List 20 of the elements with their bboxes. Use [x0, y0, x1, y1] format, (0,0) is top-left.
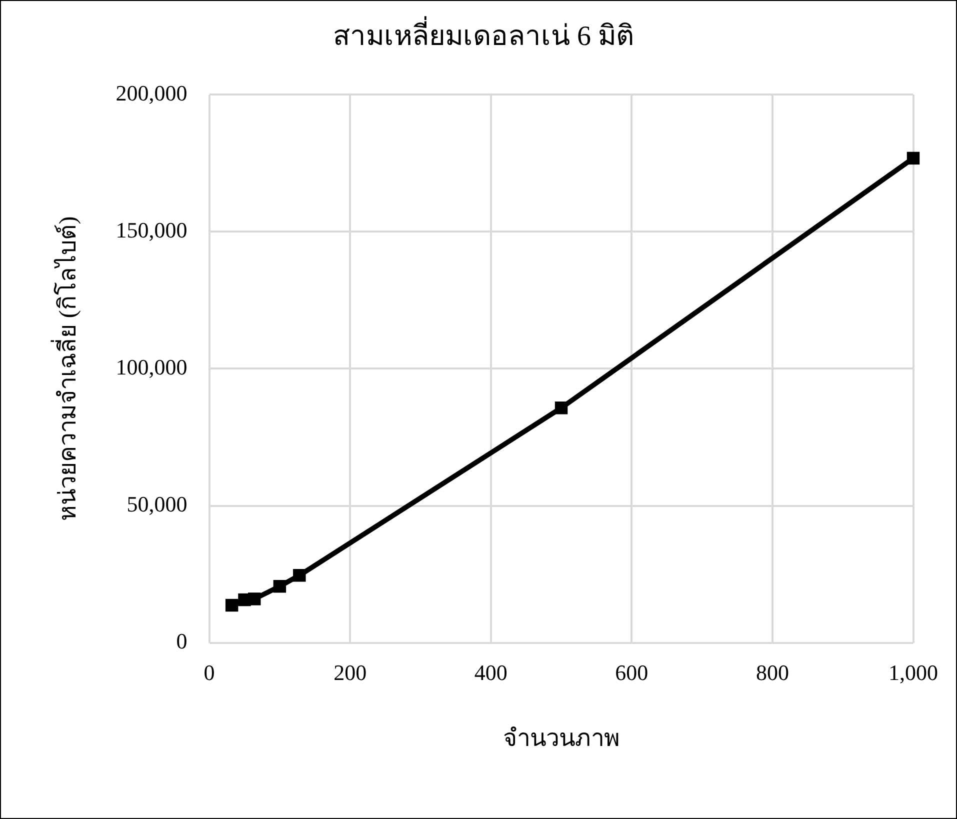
point: [225, 598, 238, 612]
x-axis-title: จำนวนภาพ: [502, 726, 620, 752]
point: [293, 569, 306, 582]
point: [273, 580, 286, 593]
point: [554, 402, 568, 414]
x-tick-label: 800: [756, 660, 789, 685]
y-tick-label: 50,000: [126, 492, 188, 517]
y-tick-label: 100,000: [116, 354, 188, 380]
y-tick-label: 200,000: [116, 80, 188, 106]
x-tick-label: 1,000: [888, 660, 938, 685]
x-tick-label: 400: [474, 660, 508, 685]
point: [248, 592, 261, 606]
x-tick-label: 200: [334, 660, 367, 685]
y-tick-label: 150,000: [116, 217, 188, 242]
point: [906, 152, 920, 165]
x-tick-label: 600: [615, 660, 648, 685]
chart-title: สามเหลี่ยมเดอลาเน่ 6 มิติ: [333, 16, 634, 52]
x-tick-label: 0: [204, 660, 215, 685]
y-tick-label: 0: [176, 628, 188, 654]
y-axis-title: หน่วยความจำเฉลี่ย (กิโลไบต์): [50, 216, 82, 522]
